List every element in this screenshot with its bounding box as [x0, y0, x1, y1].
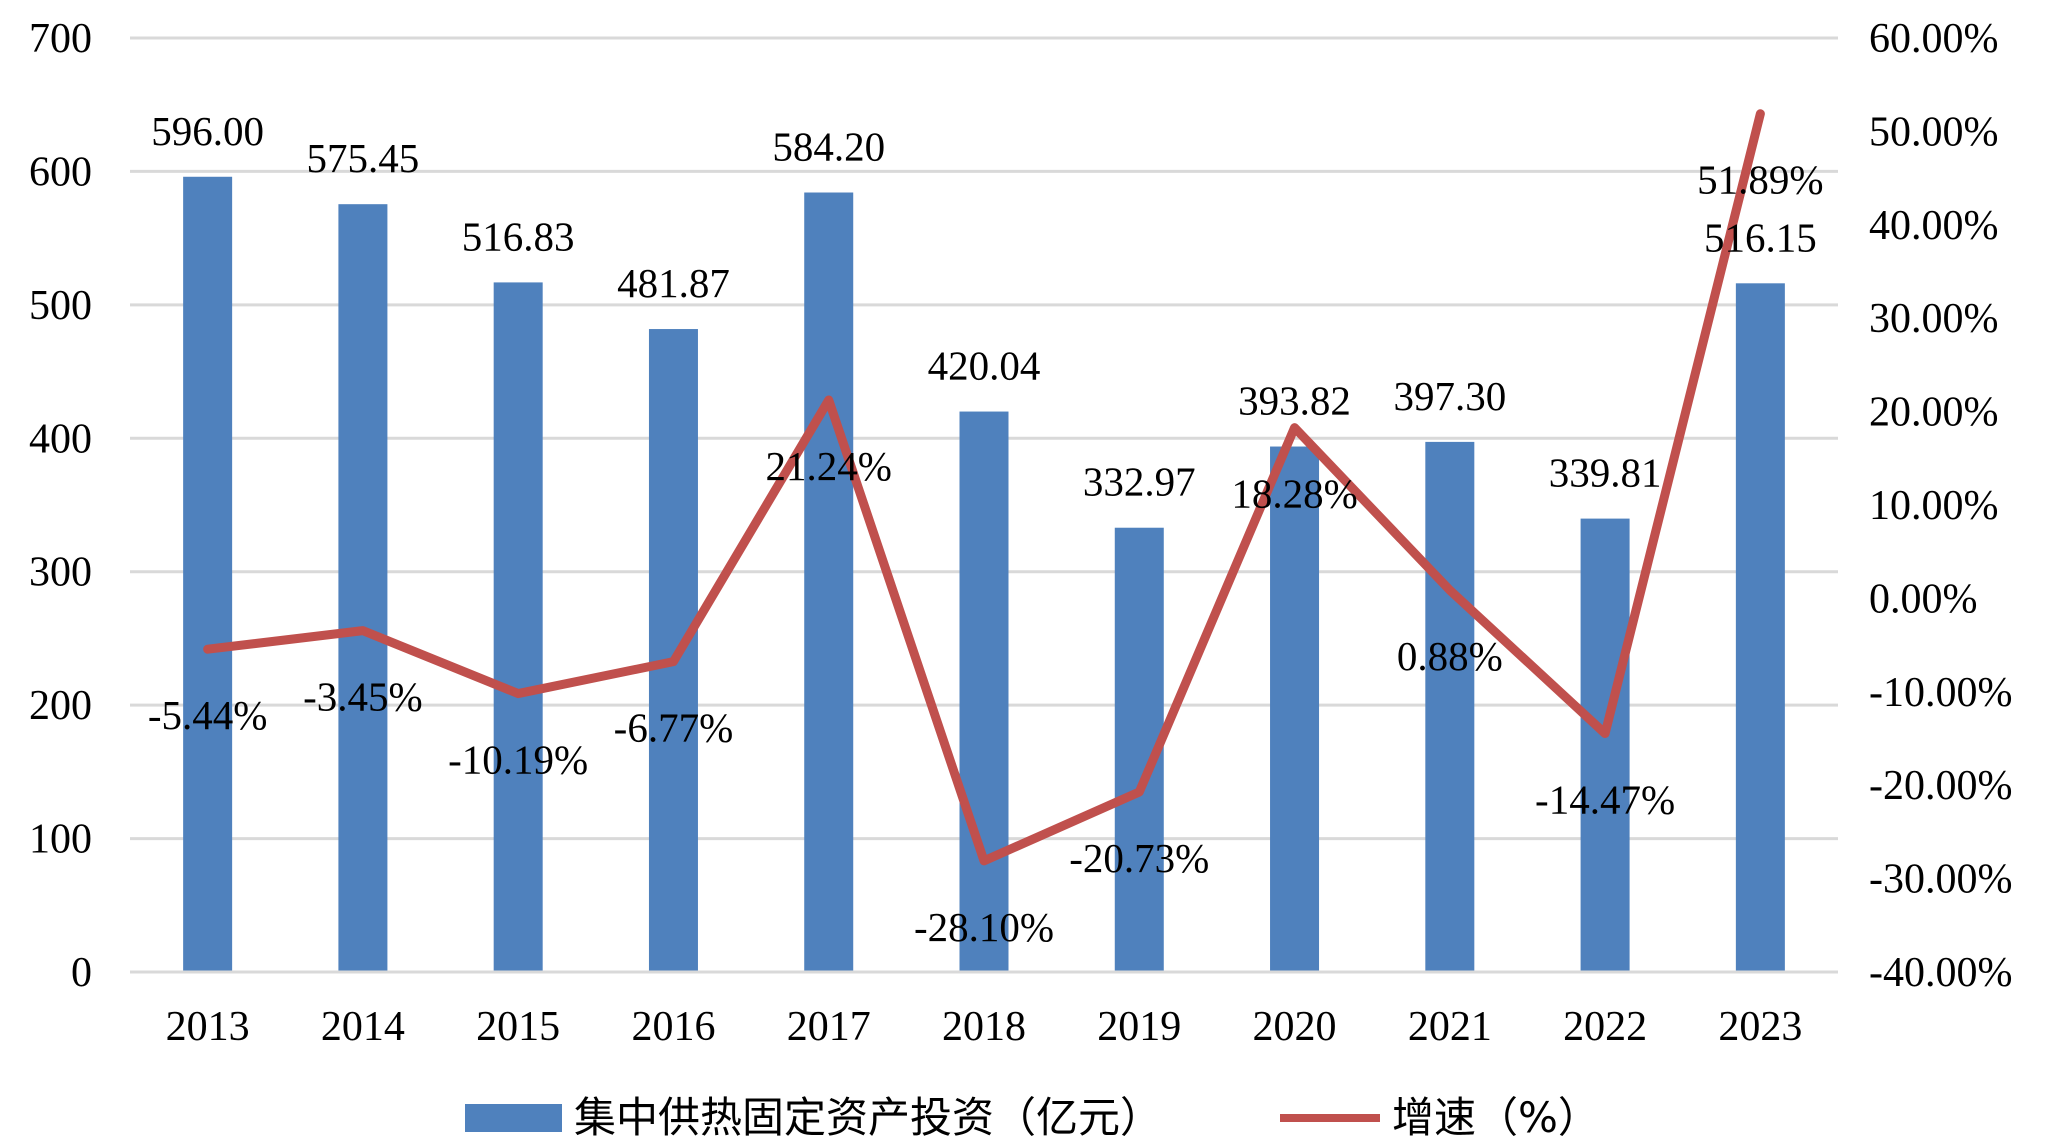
- line-data-labels: -5.44% -3.45% -10.19% -6.77% 21.24% -28.10% -2…: [148, 157, 1824, 950]
- bar-value-label: 575.45: [307, 135, 420, 181]
- line-value-label: 51.89%: [1697, 157, 1823, 203]
- right-tick-label: 60.00%: [1869, 16, 1999, 62]
- right-tick-label: 50.00%: [1869, 109, 1999, 155]
- left-tick-label: 400: [29, 416, 92, 462]
- line-point-2017: [828, 399, 830, 401]
- line-value-label: -3.45%: [303, 674, 423, 720]
- line-value-label: 18.28%: [1231, 471, 1357, 517]
- right-tick-label: 40.00%: [1869, 203, 1999, 249]
- line-series: [203, 109, 1765, 866]
- bar-value-label: 516.83: [462, 213, 575, 259]
- bar-value-label: 481.87: [617, 260, 730, 306]
- bar-2014: [338, 204, 388, 972]
- line-value-label: 21.24%: [766, 443, 892, 489]
- bar-value-label: 420.04: [928, 343, 1041, 389]
- right-tick-label: -40.00%: [1869, 950, 2012, 996]
- line-value-label: -6.77%: [614, 705, 734, 751]
- bar-2022: [1580, 518, 1630, 972]
- line-value-label: -5.44%: [148, 692, 268, 738]
- bar-2020: [1270, 446, 1320, 972]
- line-point-2020: [1294, 427, 1296, 429]
- bar-2021: [1425, 441, 1475, 972]
- left-y-axis: 0 100 200 300 400 500 600 700: [29, 16, 92, 996]
- x-tick-label: 2013: [166, 1004, 250, 1050]
- line-value-label: -28.10%: [914, 904, 1054, 950]
- line-value-label: 0.88%: [1397, 633, 1503, 679]
- x-tick-label: 2020: [1253, 1004, 1337, 1050]
- line-value-label: -10.19%: [448, 737, 588, 783]
- bar-2016: [648, 329, 698, 972]
- x-tick-label: 2016: [631, 1004, 715, 1050]
- left-tick-label: 500: [29, 283, 92, 329]
- line-point-2021: [1449, 589, 1451, 591]
- line-point-2013: [207, 648, 209, 650]
- left-tick-label: 300: [29, 550, 92, 596]
- right-tick-label: -10.00%: [1869, 670, 2012, 716]
- x-tick-label: 2021: [1408, 1004, 1492, 1050]
- line-value-label: -14.47%: [1535, 777, 1675, 823]
- bar-value-label: 596.00: [151, 108, 264, 154]
- left-tick-label: 600: [29, 149, 92, 195]
- right-tick-label: -30.00%: [1869, 857, 2012, 903]
- bar-value-label: 393.82: [1238, 378, 1351, 424]
- legend: 集中供热固定资产投资（亿元） 增速（%）: [465, 1093, 1600, 1142]
- line-point-2016: [672, 661, 674, 663]
- x-tick-label: 2017: [787, 1004, 871, 1050]
- x-axis: 2013 2014 2015 2016 2017 2018 2019 2020 2021 2022…: [130, 970, 1838, 1050]
- bar-value-label: 516.15: [1704, 214, 1817, 260]
- legend-bar-label: 集中供热固定资产投资（亿元）: [574, 1093, 1162, 1142]
- line-point-2014: [362, 630, 364, 632]
- bar-2023: [1735, 283, 1785, 972]
- line-point-2023: [1759, 113, 1761, 115]
- right-tick-label: 30.00%: [1869, 296, 1999, 342]
- bar-2017: [804, 192, 854, 973]
- x-tick-label: 2019: [1097, 1004, 1181, 1050]
- bar-value-label: 332.97: [1083, 459, 1196, 505]
- bar-2015: [493, 282, 543, 972]
- bar-value-label: 397.30: [1393, 373, 1506, 419]
- legend-line-label: 增速（%）: [1392, 1093, 1600, 1142]
- bar-2018: [959, 411, 1009, 972]
- line-point-2018: [983, 860, 985, 862]
- right-tick-label: 20.00%: [1869, 390, 1999, 436]
- x-tick-label: 2023: [1718, 1004, 1802, 1050]
- x-tick-label: 2018: [942, 1004, 1026, 1050]
- left-tick-label: 200: [29, 683, 92, 729]
- line-value-label: -20.73%: [1069, 835, 1209, 881]
- right-tick-label: -20.00%: [1869, 763, 2012, 809]
- right-tick-label: 0.00%: [1869, 576, 1978, 622]
- x-tick-label: 2022: [1563, 1004, 1647, 1050]
- bar-value-label: 339.81: [1549, 450, 1662, 496]
- bar-value-label: 584.20: [772, 124, 885, 170]
- bar-2013: [183, 176, 233, 972]
- right-y-axis: -40.00% -30.00% -20.00% -10.00% 0.00% 10.00% 2…: [1869, 16, 2012, 996]
- x-tick-label: 2014: [321, 1004, 405, 1050]
- left-tick-label: 100: [29, 817, 92, 863]
- left-tick-label: 0: [71, 950, 92, 996]
- bar-data-labels: 596.00 575.45 516.83 481.87 584.20 420.04 332.…: [151, 108, 1816, 505]
- bar-series: [183, 176, 1785, 973]
- legend-bar-swatch: [465, 1104, 562, 1132]
- left-tick-label: 700: [29, 16, 92, 62]
- line-point-2015: [517, 693, 519, 695]
- x-tick-label: 2015: [476, 1004, 560, 1050]
- line-point-2022: [1604, 733, 1606, 735]
- right-tick-label: 10.00%: [1869, 483, 1999, 529]
- line-point-2019: [1138, 791, 1140, 793]
